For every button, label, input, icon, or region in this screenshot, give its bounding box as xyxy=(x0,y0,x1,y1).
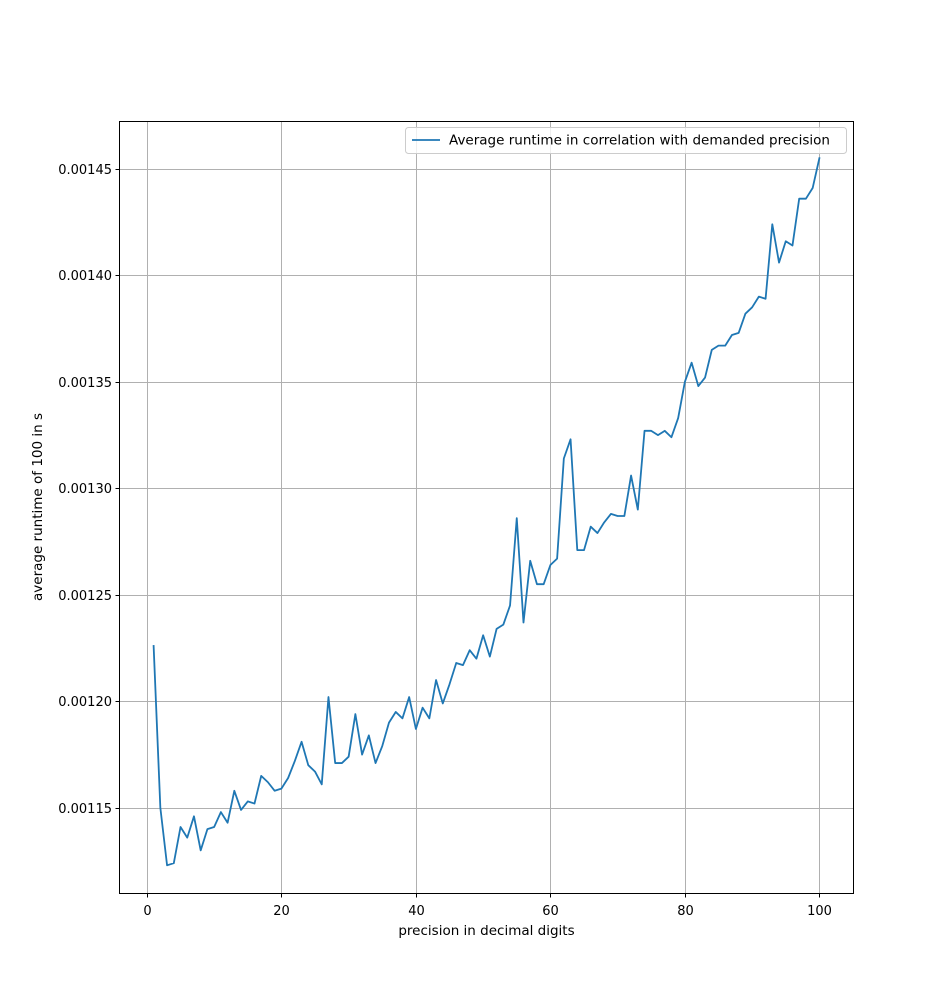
legend-entry-label: Average runtime in correlation with dema… xyxy=(449,133,830,149)
legend-box xyxy=(405,127,847,154)
x-axis-ticks: 0 20 40 60 80 100 xyxy=(143,893,832,919)
y-axis-label: average runtime of 100 in s xyxy=(30,413,46,601)
x-tick-label: 100 xyxy=(807,904,832,919)
y-axis-ticks: 0.00115 0.00120 0.00125 0.00130 0.00135 0.001… xyxy=(58,163,120,817)
y-tick-label: 0.00130 xyxy=(58,482,112,497)
axes-frame xyxy=(119,121,854,894)
y-tick-label: 0.00115 xyxy=(58,802,112,817)
series-layer xyxy=(152,157,821,867)
x-tick-label: 40 xyxy=(408,904,425,919)
y-tick-label: 0.00145 xyxy=(58,163,112,178)
x-tick-label: 20 xyxy=(273,904,290,919)
x-tick-label: 0 xyxy=(143,904,151,919)
y-tick-label: 0.00125 xyxy=(58,589,112,604)
y-tick-label: 0.00120 xyxy=(58,695,112,710)
legend: Average runtime in correlation with dema… xyxy=(405,127,847,154)
x-axis-label: precision in decimal digits xyxy=(398,923,574,939)
series-line xyxy=(152,157,821,867)
y-tick-label: 0.00135 xyxy=(58,376,112,391)
x-tick-label: 60 xyxy=(542,904,559,919)
y-tick-label: 0.00140 xyxy=(58,269,112,284)
x-tick-label: 80 xyxy=(677,904,694,919)
grid xyxy=(120,122,853,893)
